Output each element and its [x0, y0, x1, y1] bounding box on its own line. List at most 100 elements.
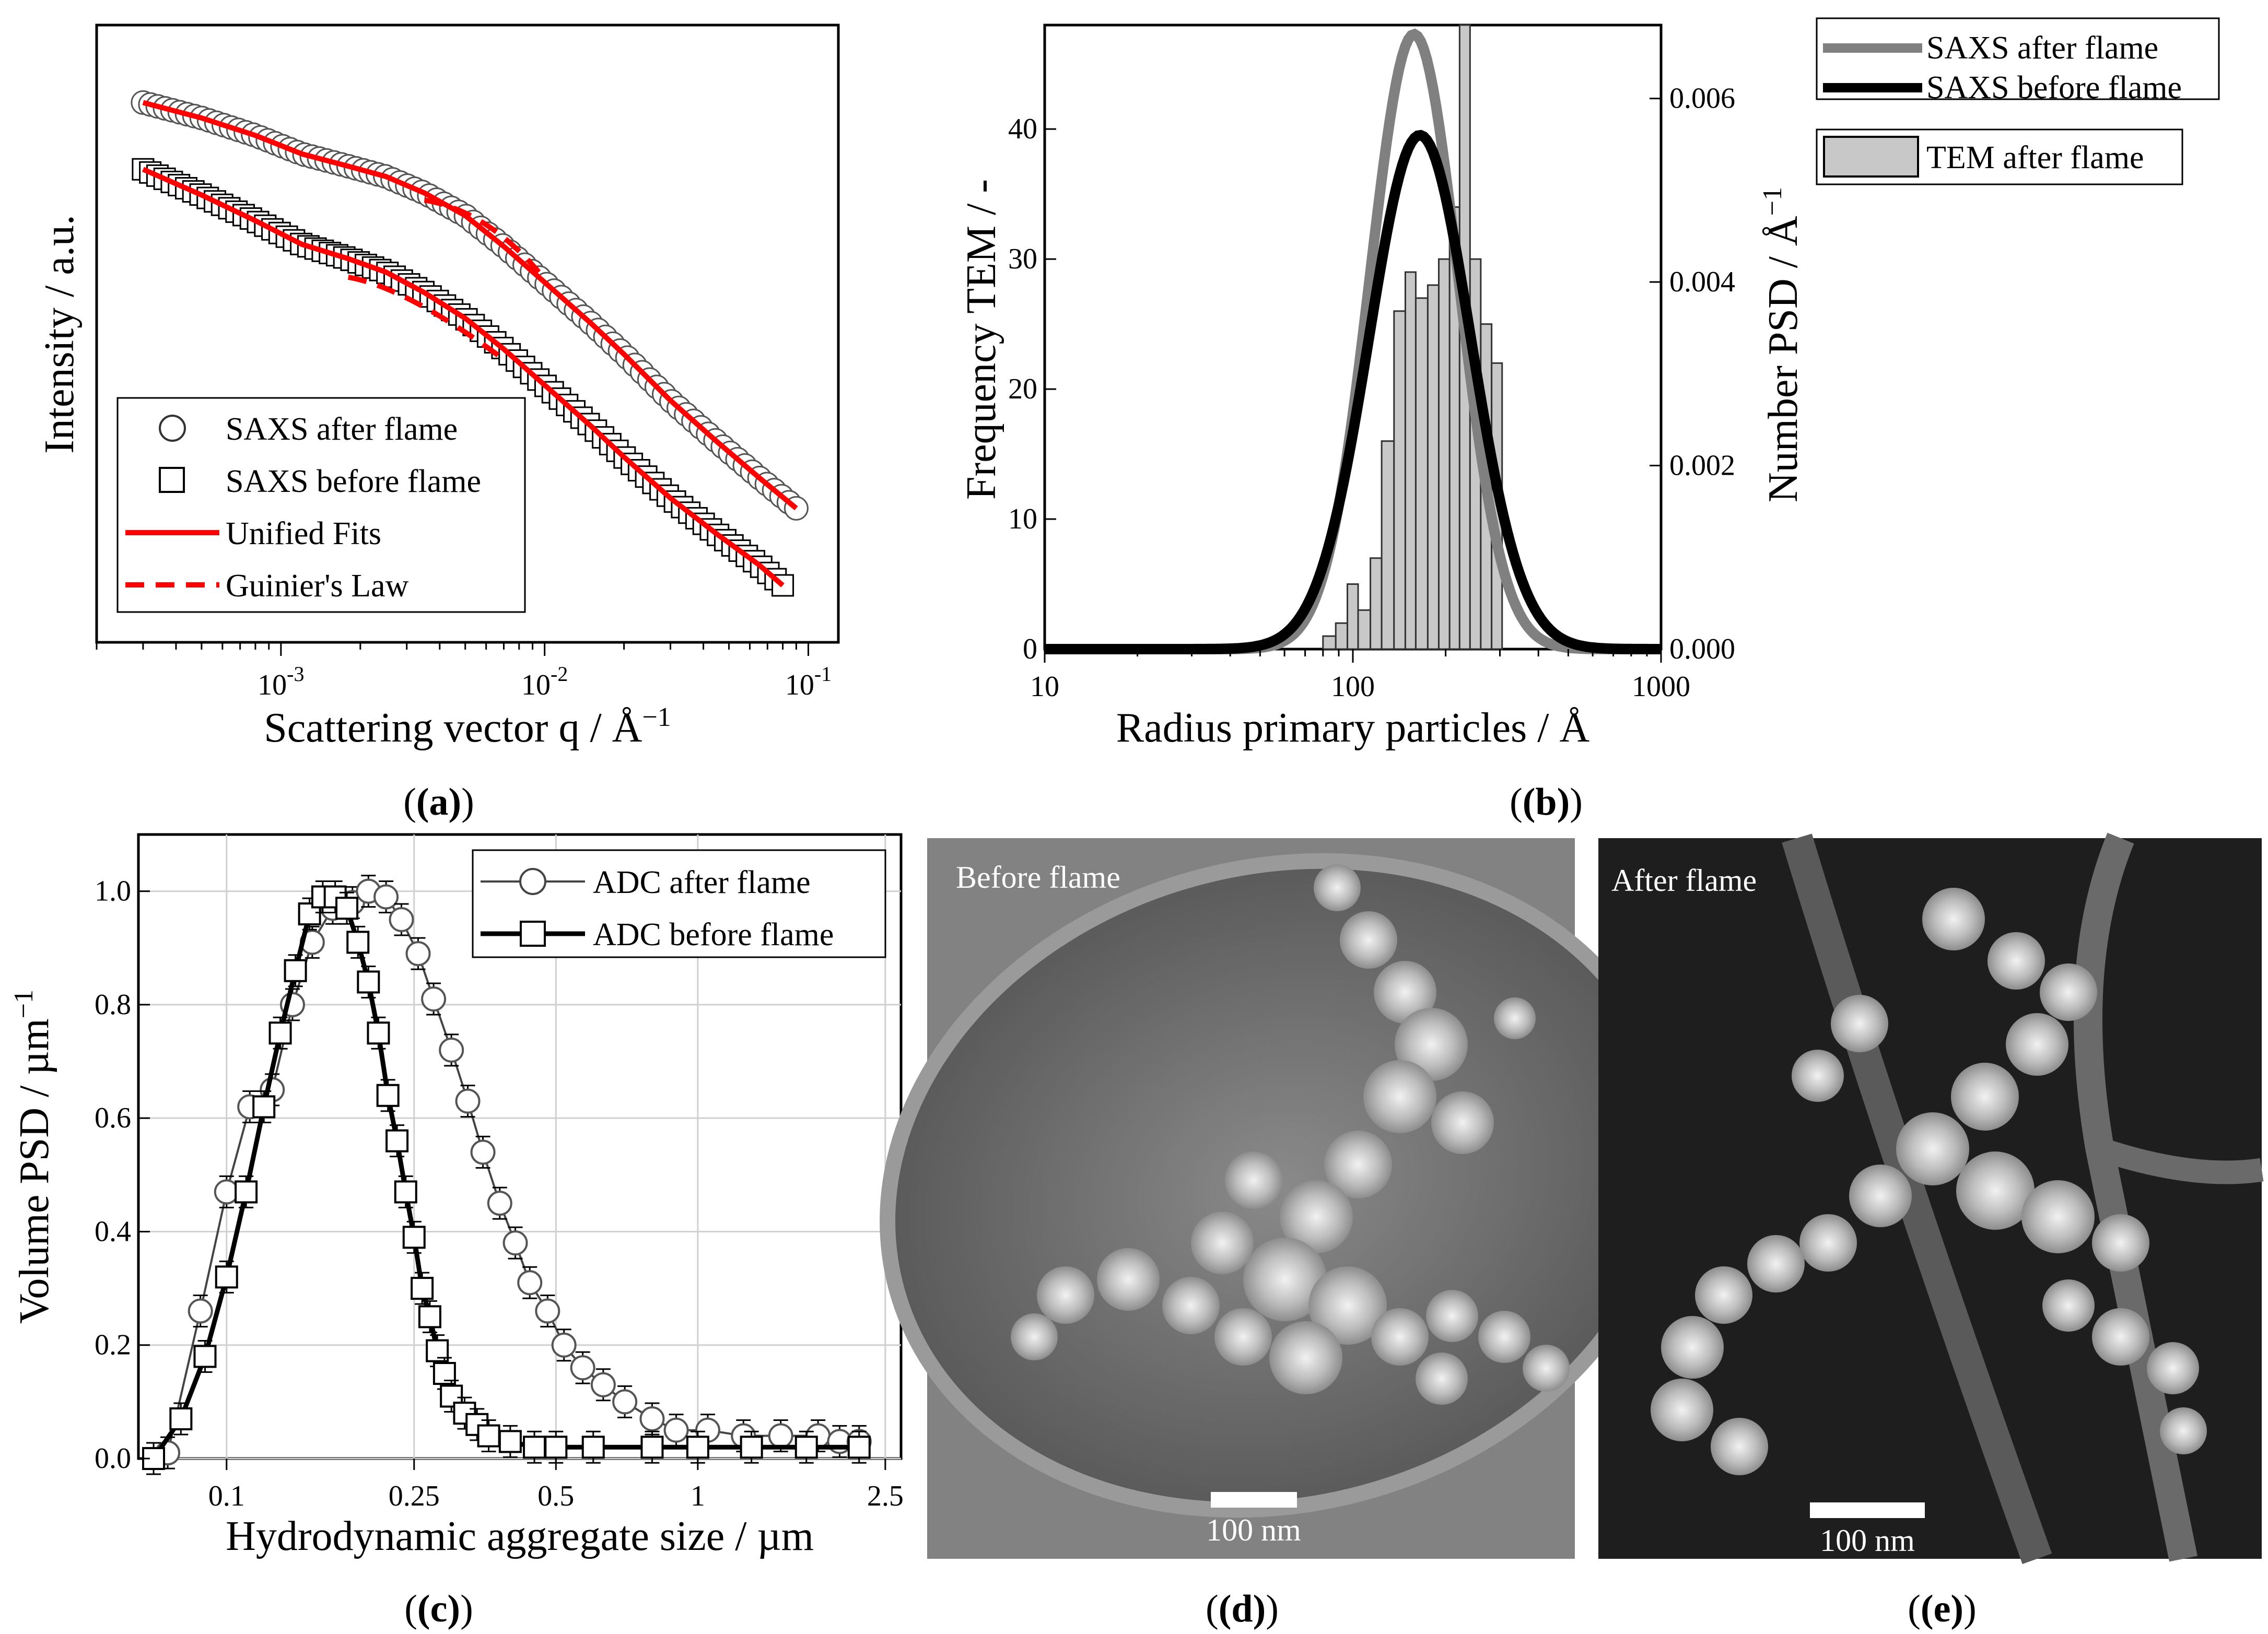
c-marker-after: [590, 1372, 616, 1397]
b-hist-bar: [1335, 622, 1349, 650]
c-marker-after: [389, 907, 414, 932]
b-legend-label-2: TEM after flame: [1926, 140, 2144, 175]
c-marker-before: [686, 1436, 709, 1459]
a-legend-label-0: SAXS after flame: [226, 412, 458, 447]
panel-c: 0.1 0.25 0.5 1 2.5 0.0 0.2 0.4 0.6 0.8 1.0 Hydrody…: [9, 833, 904, 1630]
b-y-left-tick-label: 20: [1008, 373, 1037, 405]
c-marker-before: [385, 1129, 409, 1153]
c-marker-before: [544, 1436, 568, 1459]
c-legend: ADC after flame ADC before flame: [472, 849, 886, 958]
a-unified-fit: [142, 100, 798, 511]
c-marker-after: [517, 1270, 543, 1296]
a-legend-marker-square: [159, 467, 185, 493]
d-aggregate: [1011, 864, 1570, 1405]
a-data: [131, 90, 809, 597]
c-marker-before: [411, 1277, 434, 1300]
c-marker-after: [768, 1423, 793, 1449]
c-marker-before: [523, 1436, 546, 1459]
d-scale-bar: [1211, 1492, 1297, 1508]
b-psd-curve: [1045, 28, 1661, 654]
b-hist-bar: [1322, 635, 1337, 650]
c-marker-before: [418, 1305, 441, 1329]
b-y-left-tick-label: 40: [1008, 113, 1037, 145]
b-y-right-tick-label: 0.002: [1669, 450, 1735, 482]
a-x-tick-label: 10-1: [785, 662, 832, 701]
c-marker-before: [498, 1430, 522, 1453]
c-marker-before: [394, 1180, 417, 1204]
c-marker-before: [335, 897, 359, 920]
c-marker-after: [373, 884, 399, 910]
c-marker-after: [405, 941, 431, 967]
c-y-axis-label: Volume PSD / µm−1: [9, 990, 57, 1324]
b-y-left-tick-label: 30: [1008, 243, 1037, 275]
e-caption: After flame: [1611, 863, 1757, 898]
c-marker-before: [740, 1436, 763, 1459]
c-marker-after: [421, 986, 447, 1012]
b-hist-bar: [1357, 609, 1372, 650]
a-legend-box: [116, 397, 526, 613]
c-series-line: [151, 895, 859, 1460]
c-data: [142, 875, 872, 1475]
c-marker-before: [794, 1436, 818, 1459]
plot-frame-b: [1043, 23, 1663, 651]
a-guinier-before: [347, 274, 506, 362]
b-ticks: 10 100 1000 0 10 20 30 40 0.000 0.002 0.004 0.006: [1008, 83, 1735, 703]
e-scale-label: 100 nm: [1820, 1523, 1915, 1558]
b-x-tick-label: 100: [1331, 671, 1375, 703]
c-x-tick-label: 0.5: [537, 1480, 574, 1512]
c-x-tick-label: 0.1: [208, 1480, 245, 1512]
c-marker-after: [535, 1298, 560, 1324]
e-scale-bar: [1810, 1502, 1925, 1518]
b-y-left-tick-label: 0: [1023, 633, 1037, 665]
a-guinier-after: [424, 197, 541, 274]
b-hist-bar: [1393, 310, 1406, 650]
b-psd-curve: [1045, 130, 1661, 654]
c-marker-after: [639, 1406, 665, 1431]
b-y-right-label: Number PSD / Å−1: [1758, 187, 1806, 502]
b-y-right-tick-label: 0.004: [1669, 266, 1735, 298]
b-hist-bar: [1347, 583, 1359, 650]
c-marker-before: [640, 1436, 664, 1459]
a-legend: SAXS after flame SAXS before flame Unifi…: [116, 397, 526, 613]
c-x-tick-label: 2.5: [867, 1480, 904, 1512]
c-y-tick-label: 0.0: [95, 1442, 131, 1475]
panel-label-a: ((a)): [403, 781, 474, 824]
d-scale-label: 100 nm: [1206, 1513, 1301, 1547]
b-legend-label-1: SAXS before flame: [1926, 70, 2182, 105]
b-y-right-tick-label: 0.000: [1669, 633, 1735, 665]
c-y-tick-label: 0.8: [95, 989, 131, 1021]
a-unified-fit: [142, 167, 785, 587]
b-hist-bar: [1437, 258, 1451, 650]
c-marker-before: [268, 1021, 292, 1045]
d-caption: Before flame: [956, 860, 1120, 895]
c-marker-after: [502, 1230, 528, 1256]
panel-label-d: ((d)): [1206, 1588, 1279, 1630]
e-carbon-strand-1: [1782, 833, 2052, 1565]
c-marker-after: [663, 1417, 689, 1443]
c-marker-before: [252, 1095, 276, 1119]
c-marker-before: [402, 1226, 426, 1249]
c-legend-marker-square: [520, 921, 546, 947]
b-y-left-tick-label: 10: [1008, 503, 1037, 535]
b-legend: SAXS after flame SAXS before flame TEM a…: [1816, 17, 2220, 185]
a-x-tick-exp: -3: [287, 662, 304, 686]
b-x-tick-label: 1000: [1632, 671, 1690, 703]
b-hist-bar: [1414, 297, 1429, 650]
c-marker-before: [169, 1407, 193, 1430]
b-hist-bar: [1370, 557, 1383, 650]
c-x-tick-label: 0.25: [389, 1480, 440, 1512]
e-carbon-strand-3: [2096, 1137, 2264, 1184]
c-marker-after: [551, 1332, 577, 1358]
a-x-tick-label: 10-2: [521, 662, 568, 701]
c-marker-before: [367, 1021, 390, 1045]
a-x-ticks: 10 -3 10-2 10-1: [96, 642, 832, 701]
b-legend-label-0: SAXS after flame: [1926, 30, 2158, 66]
c-marker-before: [581, 1436, 605, 1459]
c-y-tick-label: 0.6: [95, 1102, 131, 1134]
c-marker-before: [477, 1424, 500, 1448]
a-legend-marker-circle: [159, 415, 186, 442]
a-x-tick-base: 10: [785, 669, 814, 701]
a-x-tick-exp: -2: [551, 662, 568, 686]
c-marker-before: [193, 1345, 217, 1368]
panel-e-tem-image: After flame 100 nm ((e)): [1598, 832, 2264, 1630]
